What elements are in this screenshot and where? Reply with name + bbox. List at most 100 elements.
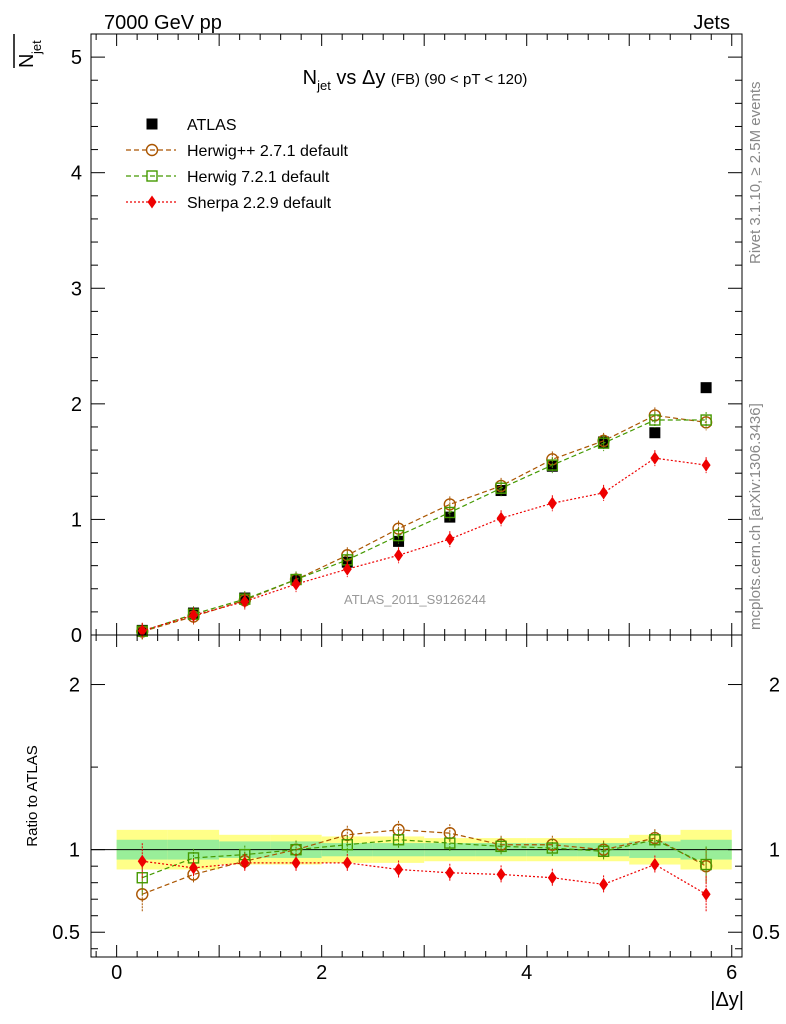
legend-marker — [147, 195, 157, 209]
main-title: Njet vs Δy (FB) (90 < pT < 120) — [303, 67, 528, 93]
ratio-data-point — [547, 871, 557, 885]
legend-marker — [145, 143, 159, 157]
x-axis-label: |Δy| — [710, 989, 744, 1011]
main-data-point — [189, 608, 199, 622]
ratio-panel-ticks: 0 2 4 6 0.5 0.5 1 1 2 2 — [52, 635, 780, 984]
x-tick-label: 6 — [726, 962, 737, 984]
main-data-point — [443, 498, 457, 511]
main-series-line — [142, 414, 707, 633]
ratio-data-point — [597, 845, 610, 858]
main-y-tick-label: 4 — [71, 163, 82, 185]
main-data-point — [700, 414, 712, 426]
main-panel-ticks: 0 1 2 3 4 5 — [71, 34, 742, 647]
x-tick-label: 2 — [316, 962, 327, 984]
main-data-point — [599, 486, 609, 500]
analysis-watermark: ATLAS_2011_S9126244 — [344, 592, 486, 607]
main-data-point — [392, 529, 405, 542]
main-data-point — [649, 427, 661, 439]
header-right: Jets — [693, 12, 730, 34]
ratio-data-point — [546, 842, 559, 854]
legend-label: Herwig 7.2.1 default — [187, 169, 330, 186]
ratio-series-line — [142, 860, 707, 895]
main-y-tick-label: 0 — [71, 625, 82, 647]
main-data-point — [495, 482, 507, 494]
ratio-data-point — [137, 854, 147, 868]
main-data-point — [240, 594, 250, 608]
main-data-point — [701, 458, 711, 472]
main-data-point — [496, 511, 506, 525]
main-data-point — [291, 577, 301, 591]
main-data-point — [394, 548, 404, 562]
ratio-data-point — [443, 826, 457, 840]
main-panel-series — [136, 382, 713, 640]
main-ylabel: N jet — [16, 40, 44, 68]
ratio-ylabel: Ratio to ATLAS — [24, 745, 41, 846]
ratio-data-point — [189, 861, 199, 875]
x-tick-label: 0 — [111, 962, 122, 984]
ratio-data-point — [341, 839, 353, 851]
ratio-data-point — [445, 866, 455, 880]
legend-label: ATLAS — [187, 117, 237, 134]
title-sub: jet — [316, 78, 331, 93]
ratio-data-point — [341, 828, 354, 842]
ratio-data-point — [444, 837, 456, 849]
main-data-point — [649, 414, 661, 426]
main-series-line — [142, 457, 707, 632]
ratio-series-line — [142, 839, 707, 879]
main-data-point — [650, 451, 660, 465]
ylabel-sub: jet — [29, 40, 44, 55]
main-data-point — [445, 532, 455, 546]
ratio-y-tick-label: 0.5 — [52, 922, 80, 944]
header-left: 7000 GeV pp — [104, 12, 222, 34]
ratio-data-point — [496, 867, 506, 881]
ratio-y-tick-label: 2 — [69, 675, 80, 697]
ratio-frame — [90, 634, 743, 958]
legend-marker — [146, 170, 158, 182]
main-data-point — [546, 459, 559, 471]
ylabel-n: N — [16, 54, 38, 68]
ratio-data-point — [650, 858, 660, 872]
ratio-data-point — [599, 877, 609, 891]
main-series-line — [142, 419, 707, 632]
ratio-data-point — [649, 834, 661, 846]
ratio-data-point — [700, 858, 712, 871]
ratio-data-point — [495, 840, 507, 853]
main-data-point — [597, 437, 610, 449]
ratio-data-point — [240, 856, 250, 870]
title-small: (FB) (90 < pT < 120) — [391, 71, 527, 88]
ratio-y-tick-label: 1 — [69, 840, 80, 862]
ratio-data-point — [392, 823, 405, 837]
ratio-panel-background — [90, 634, 743, 958]
main-y-tick-label: 5 — [71, 47, 82, 69]
x-tick-label: 4 — [521, 962, 532, 984]
main-data-point — [700, 382, 712, 394]
ratio-data-point — [701, 887, 711, 901]
legend-marker — [146, 118, 158, 130]
legend: ATLAS Herwig++ 2.7.1 default Herwig 7.2.1 … — [126, 117, 349, 212]
ratio-data-point — [394, 862, 404, 876]
legend-label: Sherpa 2.2.9 default — [187, 195, 332, 212]
main-data-point — [342, 562, 352, 576]
ratio-data-point — [136, 872, 148, 884]
ratio-y-tick-label-right: 2 — [769, 675, 780, 697]
title-n: N — [303, 67, 317, 89]
main-y-tick-label: 3 — [71, 278, 82, 300]
ratio-series-line — [142, 829, 707, 895]
ratio-data-point — [342, 856, 352, 870]
ratio-data-point — [136, 888, 149, 901]
ratio-y-tick-label-right: 0.5 — [752, 922, 780, 944]
main-data-point — [137, 624, 147, 638]
side-label-rivet: Rivet 3.1.10, ≥ 2.5M events — [747, 82, 764, 265]
side-label-mcplots: mcplots.cern.ch [arXiv:1306.3436] — [747, 403, 764, 630]
ratio-data-point — [291, 856, 301, 870]
main-data-point — [547, 496, 557, 510]
main-data-point — [444, 506, 456, 519]
ratio-y-tick-label-right: 1 — [769, 840, 780, 862]
legend-label: Herwig++ 2.7.1 default — [187, 143, 349, 160]
ratio-panel-series — [136, 820, 713, 913]
title-mid: vs Δy — [331, 67, 391, 89]
main-y-tick-label: 2 — [71, 394, 82, 416]
ratio-data-point — [392, 834, 405, 846]
main-y-tick-label: 1 — [71, 509, 82, 531]
